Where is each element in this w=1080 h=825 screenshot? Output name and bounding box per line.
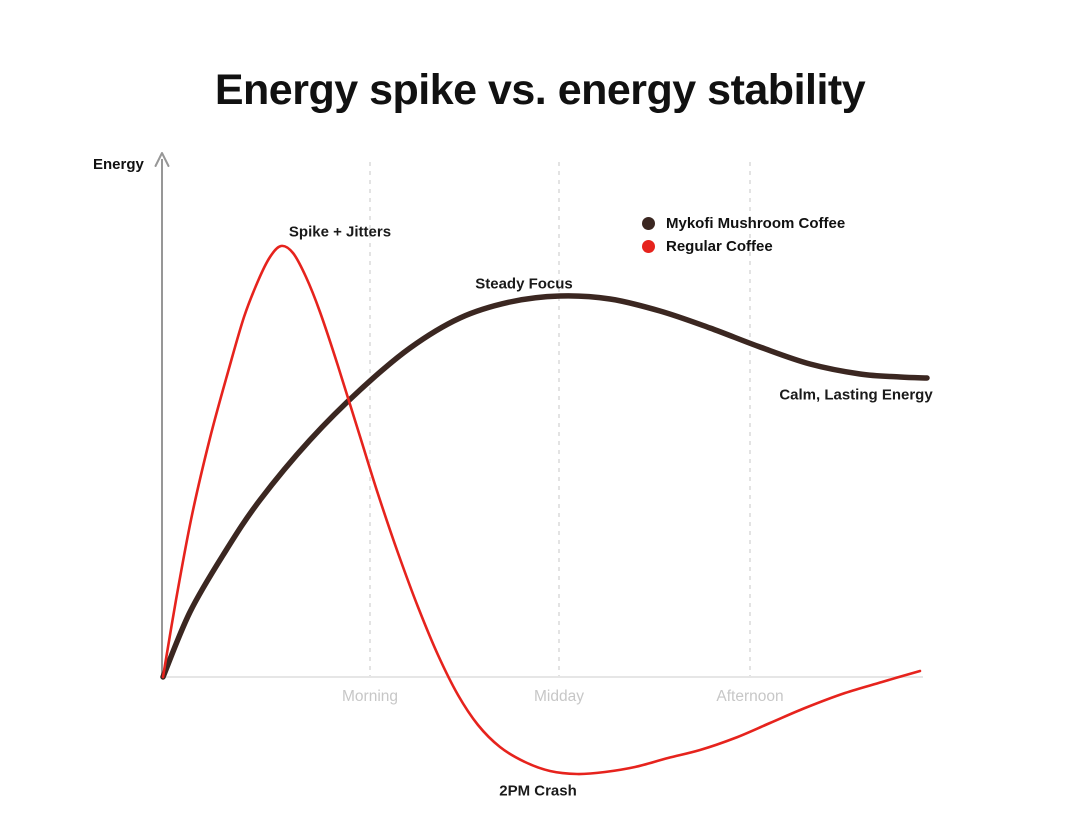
legend-item-mushroom-coffee: Mykofi Mushroom Coffee <box>642 215 845 232</box>
legend-label-regular-coffee: Regular Coffee <box>666 238 773 255</box>
x-tick-midday: Midday <box>534 688 584 705</box>
legend-swatch-regular-coffee-icon <box>642 240 655 253</box>
chart-title: Energy spike vs. energy stability <box>214 66 866 114</box>
legend-item-regular-coffee: Regular Coffee <box>642 238 845 255</box>
y-axis-label: Energy <box>93 156 144 173</box>
legend-label-mushroom-coffee: Mykofi Mushroom Coffee <box>666 215 846 232</box>
annotation-spike-jitters: Spike + Jitters <box>288 223 392 241</box>
x-tick-morning: Morning <box>342 688 398 705</box>
legend-swatch-mushroom-coffee-icon <box>642 217 655 230</box>
annotation-2pm-crash: 2PM Crash <box>499 782 577 800</box>
annotation-steady-focus: Steady Focus <box>475 275 573 293</box>
legend: Mykofi Mushroom Coffee Regular Coffee <box>642 215 845 255</box>
annotation-calm-lasting-energy: Calm, Lasting Energy <box>779 386 933 404</box>
x-tick-afternoon: Afternoon <box>716 688 784 705</box>
